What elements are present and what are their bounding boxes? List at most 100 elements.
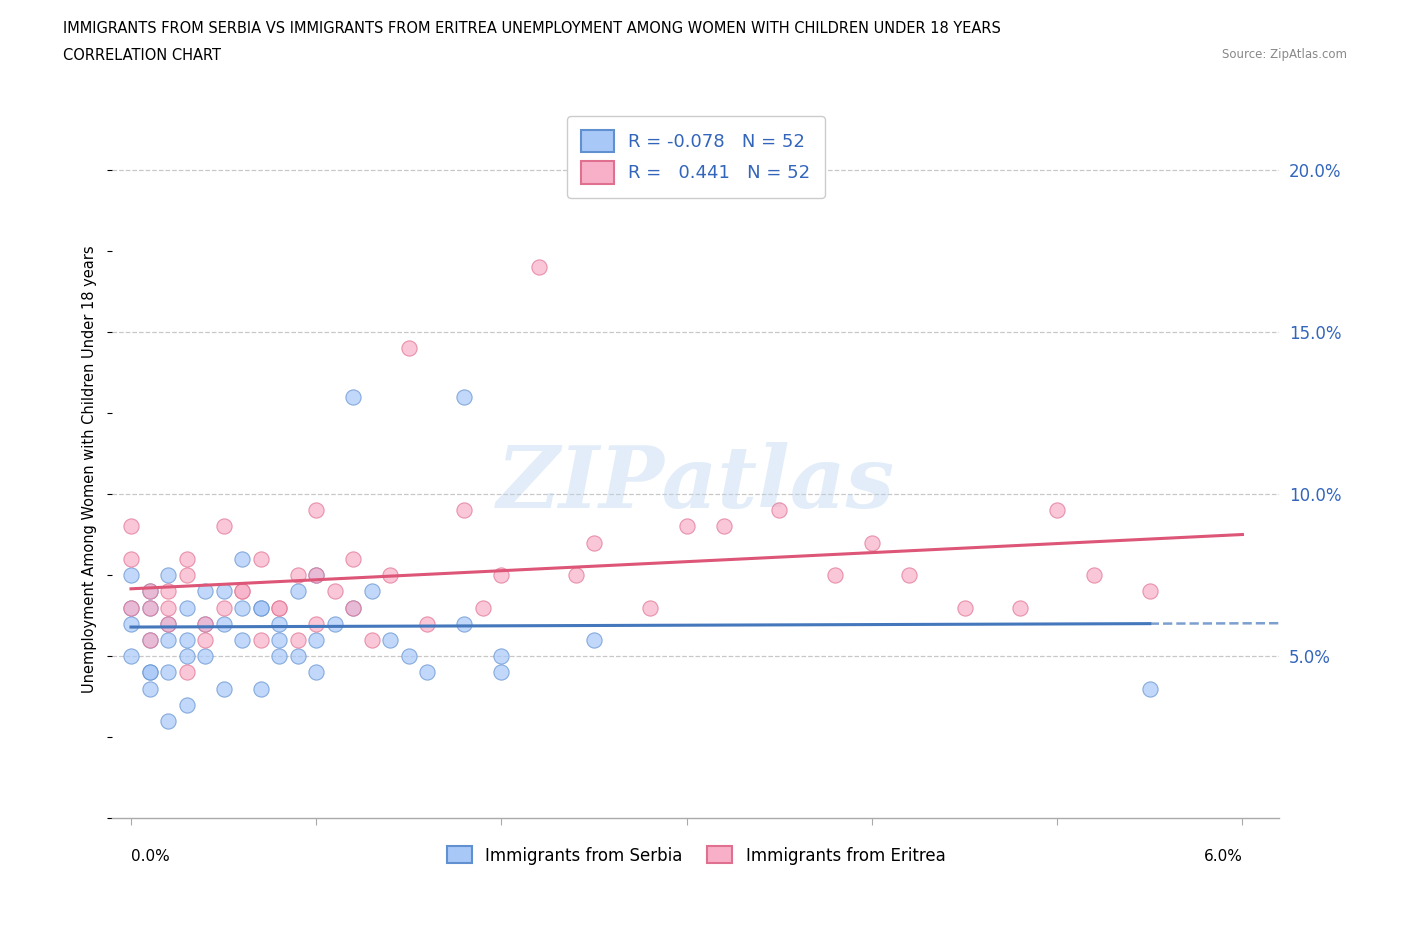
- Point: [194, 632, 217, 647]
- Text: 0.0%: 0.0%: [131, 849, 170, 864]
- Point: [120, 567, 142, 582]
- Point: [491, 649, 513, 664]
- Point: [138, 584, 160, 599]
- Point: [675, 519, 697, 534]
- Point: [194, 649, 217, 664]
- Point: [120, 617, 142, 631]
- Point: [176, 698, 198, 712]
- Point: [249, 600, 271, 615]
- Text: Source: ZipAtlas.com: Source: ZipAtlas.com: [1222, 48, 1347, 61]
- Point: [157, 567, 180, 582]
- Point: [398, 340, 420, 355]
- Point: [249, 600, 271, 615]
- Point: [953, 600, 976, 615]
- Point: [212, 600, 235, 615]
- Point: [212, 681, 235, 696]
- Point: [138, 681, 160, 696]
- Point: [471, 600, 494, 615]
- Point: [305, 665, 328, 680]
- Point: [527, 259, 550, 274]
- Point: [194, 617, 217, 631]
- Point: [212, 584, 235, 599]
- Point: [342, 600, 364, 615]
- Point: [491, 665, 513, 680]
- Point: [231, 584, 253, 599]
- Point: [453, 503, 475, 518]
- Point: [269, 632, 291, 647]
- Point: [157, 617, 180, 631]
- Point: [1139, 584, 1161, 599]
- Point: [120, 551, 142, 566]
- Point: [138, 632, 160, 647]
- Point: [416, 665, 439, 680]
- Point: [416, 617, 439, 631]
- Point: [287, 567, 309, 582]
- Point: [491, 567, 513, 582]
- Point: [305, 632, 328, 647]
- Point: [249, 632, 271, 647]
- Point: [305, 617, 328, 631]
- Point: [287, 632, 309, 647]
- Text: CORRELATION CHART: CORRELATION CHART: [63, 48, 221, 63]
- Point: [157, 713, 180, 728]
- Point: [269, 600, 291, 615]
- Point: [360, 584, 382, 599]
- Point: [120, 600, 142, 615]
- Point: [176, 567, 198, 582]
- Point: [860, 535, 883, 550]
- Point: [342, 390, 364, 405]
- Point: [138, 665, 160, 680]
- Point: [157, 617, 180, 631]
- Point: [638, 600, 661, 615]
- Point: [564, 567, 586, 582]
- Point: [380, 632, 402, 647]
- Point: [157, 600, 180, 615]
- Point: [231, 584, 253, 599]
- Point: [249, 681, 271, 696]
- Point: [157, 665, 180, 680]
- Point: [212, 519, 235, 534]
- Point: [342, 551, 364, 566]
- Point: [824, 567, 846, 582]
- Point: [305, 567, 328, 582]
- Point: [212, 617, 235, 631]
- Point: [1010, 600, 1032, 615]
- Point: [380, 567, 402, 582]
- Point: [323, 617, 346, 631]
- Point: [231, 600, 253, 615]
- Point: [120, 519, 142, 534]
- Point: [453, 617, 475, 631]
- Legend: Immigrants from Serbia, Immigrants from Eritrea: Immigrants from Serbia, Immigrants from …: [439, 838, 953, 873]
- Point: [194, 584, 217, 599]
- Point: [1083, 567, 1105, 582]
- Point: [287, 649, 309, 664]
- Point: [120, 600, 142, 615]
- Y-axis label: Unemployment Among Women with Children Under 18 years: Unemployment Among Women with Children U…: [82, 246, 97, 694]
- Point: [176, 551, 198, 566]
- Text: IMMIGRANTS FROM SERBIA VS IMMIGRANTS FROM ERITREA UNEMPLOYMENT AMONG WOMEN WITH : IMMIGRANTS FROM SERBIA VS IMMIGRANTS FRO…: [63, 21, 1001, 36]
- Point: [138, 584, 160, 599]
- Point: [583, 535, 606, 550]
- Point: [898, 567, 921, 582]
- Point: [287, 584, 309, 599]
- Point: [176, 632, 198, 647]
- Point: [138, 665, 160, 680]
- Point: [305, 503, 328, 518]
- Point: [342, 600, 364, 615]
- Point: [398, 649, 420, 664]
- Point: [176, 600, 198, 615]
- Point: [157, 584, 180, 599]
- Point: [713, 519, 735, 534]
- Text: ZIPatlas: ZIPatlas: [496, 442, 896, 525]
- Point: [360, 632, 382, 647]
- Point: [176, 665, 198, 680]
- Point: [249, 551, 271, 566]
- Point: [1139, 681, 1161, 696]
- Point: [138, 600, 160, 615]
- Point: [583, 632, 606, 647]
- Point: [176, 649, 198, 664]
- Point: [138, 600, 160, 615]
- Text: 6.0%: 6.0%: [1204, 849, 1243, 864]
- Point: [269, 617, 291, 631]
- Point: [231, 551, 253, 566]
